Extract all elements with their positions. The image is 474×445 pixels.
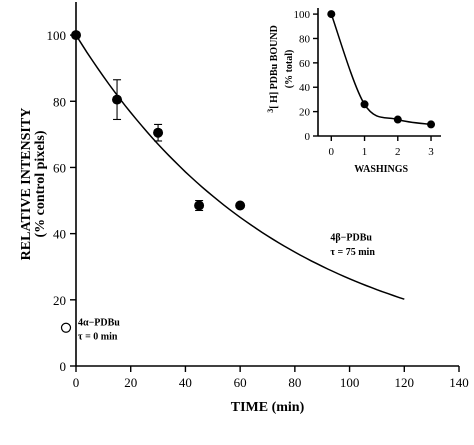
inset-y-axis-label-text: [ H] PDBu BOUND xyxy=(269,25,280,109)
main-y-axis-label: RELATIVE INTENSITY xyxy=(19,108,34,261)
inset-y-tick-label: 40 xyxy=(299,82,311,94)
inset-y-tick-label: 20 xyxy=(299,107,311,119)
main-y-tick-label: 60 xyxy=(53,160,66,175)
inset-background xyxy=(250,0,474,188)
alpha-pdbu-label: 4α−PDBu xyxy=(78,318,120,329)
main-x-tick-label: 60 xyxy=(234,375,247,390)
inset-y-ticks: 0 20 40 60 80 100 xyxy=(294,9,318,143)
inset-curve xyxy=(330,13,432,126)
main-x-tick-label: 0 xyxy=(73,375,80,390)
main-y-tick-label: 100 xyxy=(47,28,67,43)
inset-y-axis-label: 3[ H] PDBu BOUND (% total) xyxy=(266,25,295,113)
alpha-pdbu-marker xyxy=(60,322,72,333)
main-x-tick-label: 20 xyxy=(124,375,137,390)
main-x-tick-label: 100 xyxy=(340,375,360,390)
main-data-point xyxy=(235,200,246,211)
beta-tau-label: τ = 75 min xyxy=(330,247,375,258)
main-data-points xyxy=(60,30,246,333)
main-fit-curve xyxy=(75,34,405,300)
main-y-tick-label: 20 xyxy=(53,293,66,308)
main-x-tick-label: 140 xyxy=(449,375,469,390)
main-y-ticks: 0 20 40 60 80 100 xyxy=(47,28,76,374)
inset-y-tick-label: 60 xyxy=(299,58,311,70)
main-x-ticks: 0 20 40 60 80 100 120 140 xyxy=(73,366,469,390)
main-x-tick-label: 40 xyxy=(179,375,192,390)
inset-data-points xyxy=(327,10,436,129)
main-data-point xyxy=(112,94,123,105)
inset-y-tick-label: 0 xyxy=(305,131,311,143)
inset-data-point xyxy=(360,100,369,109)
inset-y-tick-label: 100 xyxy=(294,9,311,21)
inset-y-axis-label-main: 3[ H] PDBu BOUND xyxy=(266,25,280,113)
main-data-point xyxy=(71,30,81,41)
main-y-axis-sublabel: (% control pixels) xyxy=(33,130,48,237)
inset-data-point xyxy=(393,115,402,124)
main-x-axis-label: TIME (min) xyxy=(231,400,305,415)
inset-x-ticks: 0 1 2 3 xyxy=(329,136,434,158)
inset-y-axis-label-superscript: 3 xyxy=(266,109,275,113)
inset-data-point xyxy=(427,120,436,129)
main-data-point xyxy=(153,127,164,138)
inset-data-point xyxy=(327,10,336,19)
inset-y-tick-label: 80 xyxy=(299,33,311,45)
beta-pdbu-label: 4β−PDBu xyxy=(330,232,372,243)
inset-x-axis-label: WASHINGS xyxy=(354,164,408,175)
main-data-point xyxy=(194,200,205,211)
inset-x-tick-label: 3 xyxy=(428,146,434,158)
inset-x-tick-label: 1 xyxy=(362,146,368,158)
main-y-tick-label: 80 xyxy=(53,94,66,109)
inset-x-tick-label: 2 xyxy=(395,146,401,158)
main-y-tick-label: 0 xyxy=(60,359,67,374)
inset-y-axis-sublabel: (% total) xyxy=(284,50,295,89)
main-x-tick-label: 120 xyxy=(395,375,415,390)
main-x-tick-label: 80 xyxy=(288,375,301,390)
inset-x-tick-label: 0 xyxy=(329,146,335,158)
alpha-tau-label: τ = 0 min xyxy=(78,332,118,343)
main-y-tick-label: 40 xyxy=(53,227,66,242)
